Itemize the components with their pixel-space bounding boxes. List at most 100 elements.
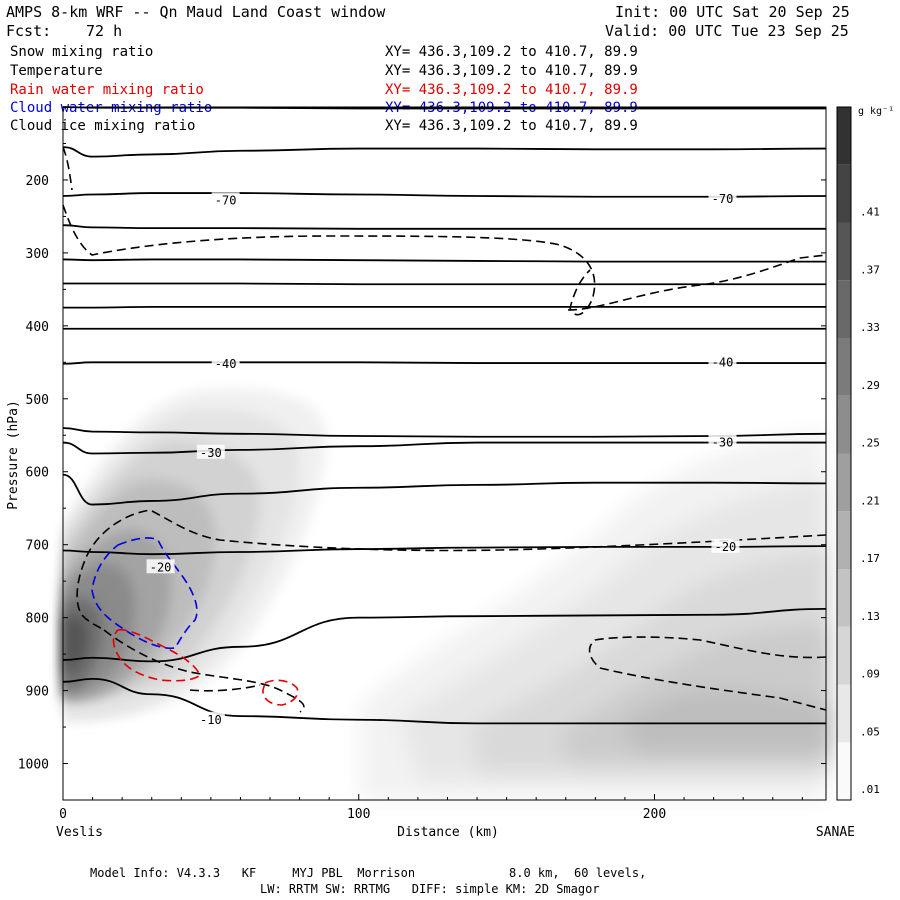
temperature-label-bg bbox=[708, 354, 737, 369]
y-tick-label: 600 bbox=[26, 466, 49, 481]
temperature-label: -40 bbox=[712, 355, 734, 369]
x-axis: 0 100 200 bbox=[59, 794, 803, 822]
isotherm-line bbox=[62, 192, 827, 198]
temperature-label: -20 bbox=[150, 560, 172, 574]
isotherm-line bbox=[62, 146, 827, 158]
chart-title: AMPS 8-km WRF -- Qn Maud Land Coast wind… bbox=[6, 3, 386, 21]
legend-xy-snow: XY= 436.3,109.2 to 410.7, 89.9 bbox=[385, 44, 638, 60]
colorbar-swatch bbox=[837, 569, 851, 627]
legend-label-rain: Rain water mixing ratio bbox=[10, 82, 204, 98]
colorbar-level: .29 bbox=[860, 379, 880, 392]
colorbar-level: .13 bbox=[860, 610, 880, 623]
footer-line-1: Model Info: V4.3.3 KF MYJ PBL Morrison 8… bbox=[90, 866, 647, 880]
endpoint-right: SANAE bbox=[816, 825, 855, 840]
legend-xy-cloud-ice: XY= 436.3,109.2 to 410.7, 89.9 bbox=[385, 118, 638, 134]
rain-water-contour bbox=[112, 629, 201, 682]
temperature-label: -20 bbox=[715, 540, 737, 554]
isotherm-line bbox=[62, 224, 826, 230]
legend-label-cloud-ice: Cloud ice mixing ratio bbox=[10, 118, 196, 134]
temperature-label: -30 bbox=[200, 446, 222, 460]
x-axis-title: Distance (km) bbox=[397, 825, 499, 840]
isotherm-line bbox=[63, 282, 826, 286]
y-tick-label: 900 bbox=[26, 685, 49, 700]
temperature-label: -70 bbox=[712, 192, 734, 206]
isotherm-line bbox=[62, 473, 827, 506]
colorbar-level: .09 bbox=[860, 668, 880, 681]
legend-xy-rain: XY= 436.3,109.2 to 410.7, 89.9 bbox=[385, 82, 638, 98]
x-tick-label: 0 bbox=[59, 807, 67, 822]
colorbar-swatch bbox=[837, 280, 851, 338]
cloud-ice-contours bbox=[62, 146, 827, 713]
isotherm-line bbox=[62, 607, 827, 663]
y-tick-label: 400 bbox=[26, 320, 49, 335]
y-tick-label: 500 bbox=[26, 393, 49, 408]
colorbar-swatch bbox=[837, 626, 851, 685]
temperature-label-bg bbox=[196, 711, 225, 726]
plot-frame bbox=[62, 106, 827, 801]
colorbar-swatch bbox=[837, 684, 851, 743]
isotherms bbox=[62, 106, 827, 725]
colorbar-swatch bbox=[837, 222, 851, 281]
temperature-label: -70 bbox=[215, 193, 237, 207]
isotherm-line bbox=[62, 361, 826, 365]
footer-line-2: LW: RRTM SW: RRTMG DIFF: simple KM: 2D S… bbox=[260, 882, 600, 896]
snow-shading-left bbox=[64, 388, 326, 720]
cloud-ice-contour bbox=[567, 254, 827, 311]
isotherm-line bbox=[62, 427, 827, 438]
cloud-ice-contour bbox=[103, 629, 305, 713]
colorbar-unit: g kg⁻¹ bbox=[858, 106, 894, 117]
colorbar-swatch bbox=[837, 453, 851, 512]
x-tick-label: 200 bbox=[643, 807, 666, 822]
cloud-water-contour bbox=[91, 537, 198, 650]
colorbar-level: .05 bbox=[860, 725, 880, 738]
colorbar-swatch bbox=[837, 107, 851, 165]
y-tick-label: 700 bbox=[26, 539, 49, 554]
colorbar-swatch bbox=[837, 395, 851, 454]
colorbar-level: .37 bbox=[860, 263, 880, 276]
temperature-label-bg bbox=[146, 559, 175, 574]
isotherm-line bbox=[62, 441, 826, 455]
colorbar-swatch bbox=[837, 511, 851, 569]
temperature-label: -40 bbox=[215, 357, 237, 371]
forecast-label: Fcst: bbox=[6, 22, 52, 40]
cloud-ice-contour bbox=[588, 636, 827, 711]
colorbar-swatch bbox=[837, 742, 851, 800]
isotherm-line bbox=[62, 545, 827, 556]
temperature-label: -30 bbox=[712, 436, 734, 450]
init-time: Init: 00 UTC Sat 20 Sep 25 bbox=[615, 3, 850, 21]
legend-xy-temperature: XY= 436.3,109.2 to 410.7, 89.9 bbox=[385, 63, 638, 79]
rain-water-contours bbox=[112, 629, 299, 706]
endpoint-left: Veslis bbox=[56, 825, 103, 840]
y-axis-title: Pressure (hPa) bbox=[6, 400, 21, 510]
cloud-ice-contour bbox=[62, 204, 596, 316]
x-tick-label: 100 bbox=[347, 807, 370, 822]
y-axis: 200 300 400 500 600 700 800 900 1000 bbox=[18, 142, 826, 801]
isotherm-line bbox=[62, 258, 826, 263]
colorbar-frame bbox=[836, 106, 852, 801]
temperature-labels: -70 -70 -40 -40 -30 -30 -20 -20 -10 bbox=[146, 190, 740, 727]
temperature-label: -10 bbox=[200, 713, 222, 727]
rain-water-contour bbox=[262, 679, 299, 706]
cloud-ice-contour bbox=[189, 684, 261, 692]
legend-label-snow: Snow mixing ratio bbox=[10, 44, 154, 60]
temperature-label-bg bbox=[196, 444, 225, 459]
valid-time: Valid: 00 UTC Tue 23 Sep 25 bbox=[605, 22, 849, 40]
temperature-label-bg bbox=[211, 355, 240, 370]
y-tick-label: 300 bbox=[26, 247, 49, 262]
temperature-label-bg bbox=[708, 190, 737, 205]
forecast-hours: 72 h bbox=[86, 22, 123, 40]
y-tick-label: 200 bbox=[26, 174, 49, 189]
temperature-label-bg bbox=[708, 434, 737, 449]
isotherm-line bbox=[62, 305, 826, 309]
colorbar-level: .33 bbox=[860, 321, 880, 334]
isotherm-line bbox=[62, 106, 826, 110]
legend-label-temperature: Temperature bbox=[10, 63, 103, 79]
colorbar-level: .25 bbox=[860, 437, 880, 450]
temperature-label-bg bbox=[211, 192, 240, 207]
colorbar-swatch bbox=[837, 338, 851, 396]
cloud-ice-contour bbox=[62, 146, 73, 191]
colorbar-level: .17 bbox=[860, 552, 880, 565]
y-tick-label: 800 bbox=[26, 612, 49, 627]
colorbar-level: .41 bbox=[860, 206, 880, 219]
